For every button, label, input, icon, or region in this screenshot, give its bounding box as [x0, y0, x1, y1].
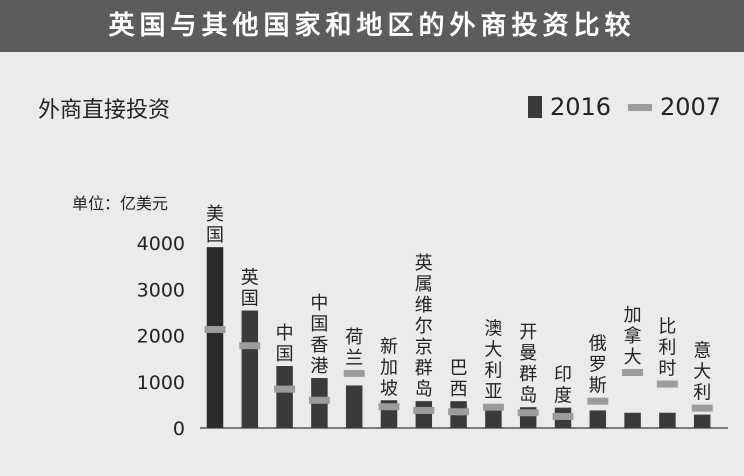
legend-label-2016: 2016	[550, 93, 612, 121]
marker-2007	[552, 412, 574, 420]
category-label: 中国香港	[310, 293, 328, 377]
category-label: 俄罗斯	[589, 334, 607, 397]
page-title: 英国与其他国家和地区的外商投资比较	[108, 11, 636, 41]
bar-2016	[206, 247, 224, 428]
bar-2016	[345, 385, 363, 428]
bar-2016	[693, 414, 711, 428]
category-label: 新加坡	[380, 336, 398, 399]
bar-2016	[485, 406, 502, 428]
legend-item-2007: 2007	[628, 92, 721, 122]
marker-2007	[622, 369, 644, 376]
marker-2007	[656, 380, 678, 388]
category-label: 加拿大	[624, 305, 642, 368]
marker-2007	[413, 406, 435, 414]
category-label: 巴西	[450, 358, 468, 400]
marker-2007	[204, 325, 226, 333]
bar-2016	[415, 401, 433, 428]
marker-2007	[448, 408, 470, 416]
legend-swatch-2016	[528, 96, 542, 118]
marker-2007	[239, 342, 261, 350]
y-tick-label: 2000	[137, 326, 185, 348]
category-label: 中国	[276, 323, 294, 365]
bar-2016	[276, 366, 293, 428]
marker-2007	[274, 385, 296, 393]
marker-2007	[517, 409, 539, 417]
category-label: 澳大利亚	[484, 319, 502, 403]
category-label: 印度	[554, 365, 572, 407]
category-label: 英国	[241, 268, 259, 310]
y-axis-unit: 单位：亿美元	[72, 194, 169, 213]
legend-item-2016: 2016	[528, 92, 611, 122]
marker-2007	[343, 369, 365, 377]
bar-2016	[241, 310, 259, 428]
title-bar	[0, 0, 744, 52]
bar-2016	[624, 412, 641, 428]
chart-subtitle: 外商直接投资	[38, 98, 171, 123]
category-label: 比利时	[658, 317, 676, 380]
y-tick-label: 4000	[137, 233, 185, 255]
category-label: 开曼群岛	[519, 322, 537, 406]
marker-2007	[691, 404, 713, 412]
marker-2007	[378, 403, 400, 411]
category-label: 意大利	[693, 341, 711, 404]
category-label: 美国	[206, 204, 224, 246]
marker-2007	[587, 397, 609, 405]
marker-2007	[308, 396, 330, 404]
y-tick-label: 1000	[137, 372, 185, 394]
category-label: 荷兰	[345, 327, 363, 369]
legend-label-2007: 2007	[660, 93, 722, 121]
marker-2007	[482, 403, 504, 411]
legend-swatch-2007	[628, 103, 652, 111]
bar-2016	[659, 412, 676, 428]
bar-2016	[589, 410, 607, 428]
y-tick-label: 0	[173, 418, 185, 440]
y-tick-label: 3000	[137, 279, 185, 301]
category-label: 英属维尔京群岛	[415, 253, 433, 400]
